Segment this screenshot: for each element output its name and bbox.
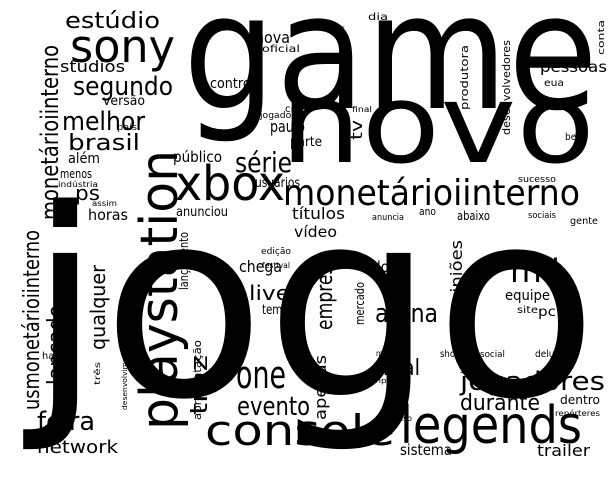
- word: monetárioiinterno: [36, 45, 64, 220]
- word: estúdio: [65, 9, 160, 34]
- word: anuncia: [372, 213, 404, 223]
- word: usuários: [255, 176, 300, 191]
- word: ds: [335, 24, 345, 35]
- word: bem: [565, 132, 585, 143]
- word: monetárioiinterno: [283, 173, 580, 214]
- word: vídeo: [294, 223, 337, 241]
- word: assim: [92, 199, 117, 208]
- word: desenvolvimento: [121, 345, 129, 410]
- word: apenas: [311, 355, 330, 420]
- word: melhor: [62, 107, 145, 137]
- word: títulos: [292, 204, 345, 223]
- word: sony: [70, 20, 175, 73]
- word: mil: [510, 252, 560, 290]
- word: social: [480, 350, 505, 360]
- word: criar: [285, 104, 309, 115]
- word: opiniões: [447, 240, 466, 315]
- word: feira: [37, 407, 95, 437]
- word: one: [236, 353, 286, 397]
- word: três: [92, 362, 102, 385]
- word: pc: [538, 305, 556, 320]
- word: horas: [88, 206, 128, 224]
- word: lançado: [44, 305, 69, 385]
- word: lançamento: [177, 232, 191, 290]
- word: halo: [42, 351, 63, 362]
- word: menos: [60, 167, 92, 181]
- word: paulo: [270, 117, 305, 136]
- word: dentro: [560, 393, 600, 407]
- word: studios: [60, 57, 125, 76]
- word: tempo: [262, 303, 295, 318]
- word: segundo: [73, 72, 173, 102]
- word: qualquer: [86, 264, 110, 350]
- word: final: [352, 105, 372, 114]
- word: sistema: [400, 441, 452, 459]
- word: repórteres: [555, 408, 600, 418]
- word: parte: [290, 135, 322, 150]
- word: game: [183, 0, 598, 146]
- word: tv: [347, 120, 366, 140]
- word: ript: [375, 377, 390, 385]
- word: maior: [376, 349, 397, 358]
- word: público: [173, 148, 222, 166]
- word: legends: [400, 396, 582, 456]
- word: conta: [597, 20, 607, 55]
- word: jogadores: [459, 367, 605, 397]
- word: site: [517, 305, 538, 316]
- word: pessoas: [540, 58, 607, 76]
- word: mercado: [353, 282, 367, 325]
- word: traz: [185, 355, 213, 415]
- word: produtora: [458, 45, 471, 110]
- word: dia: [368, 12, 388, 23]
- word: uso: [398, 414, 412, 423]
- word: apresentação: [191, 340, 204, 420]
- word: chega: [239, 257, 282, 276]
- word: gente: [570, 216, 598, 227]
- word: sociais: [528, 211, 556, 221]
- word: indústria: [58, 180, 98, 189]
- word: novo: [280, 60, 595, 188]
- word: eua: [544, 78, 564, 89]
- word: network: [37, 437, 119, 458]
- word: jogo: [20, 155, 598, 457]
- word: playstation: [130, 150, 190, 430]
- word: durante: [460, 391, 540, 416]
- word: deluxe: [535, 349, 565, 360]
- word: brasil: [68, 131, 140, 156]
- word: dois: [372, 258, 400, 276]
- word: festival: [262, 261, 290, 270]
- word: ano: [419, 205, 436, 218]
- word: versão: [103, 94, 145, 109]
- word: empresa: [313, 255, 338, 330]
- word: console: [205, 406, 395, 455]
- word: série: [235, 146, 292, 179]
- word: edição: [261, 247, 291, 257]
- word: usmonetárioiinterno: [20, 230, 45, 410]
- word: sucesso: [518, 175, 557, 185]
- word: live: [249, 281, 290, 305]
- word: anunciou: [176, 205, 228, 220]
- word: real: [383, 356, 420, 381]
- word: xbox: [175, 156, 285, 212]
- word: nova: [255, 28, 290, 47]
- word: equipe: [505, 288, 550, 304]
- word: show: [440, 349, 462, 360]
- word: evento: [237, 392, 310, 422]
- word: sonic: [460, 363, 483, 376]
- word: desenvolvedores: [500, 40, 513, 135]
- word: oficial: [262, 44, 300, 55]
- word: ps: [75, 181, 100, 205]
- word: abaixo: [457, 209, 490, 223]
- word: além: [68, 151, 100, 167]
- word: trailer: [537, 441, 590, 460]
- word: jogador: [259, 111, 295, 121]
- word: controle: [210, 76, 262, 92]
- word: arena: [375, 299, 438, 329]
- word: país: [117, 123, 137, 133]
